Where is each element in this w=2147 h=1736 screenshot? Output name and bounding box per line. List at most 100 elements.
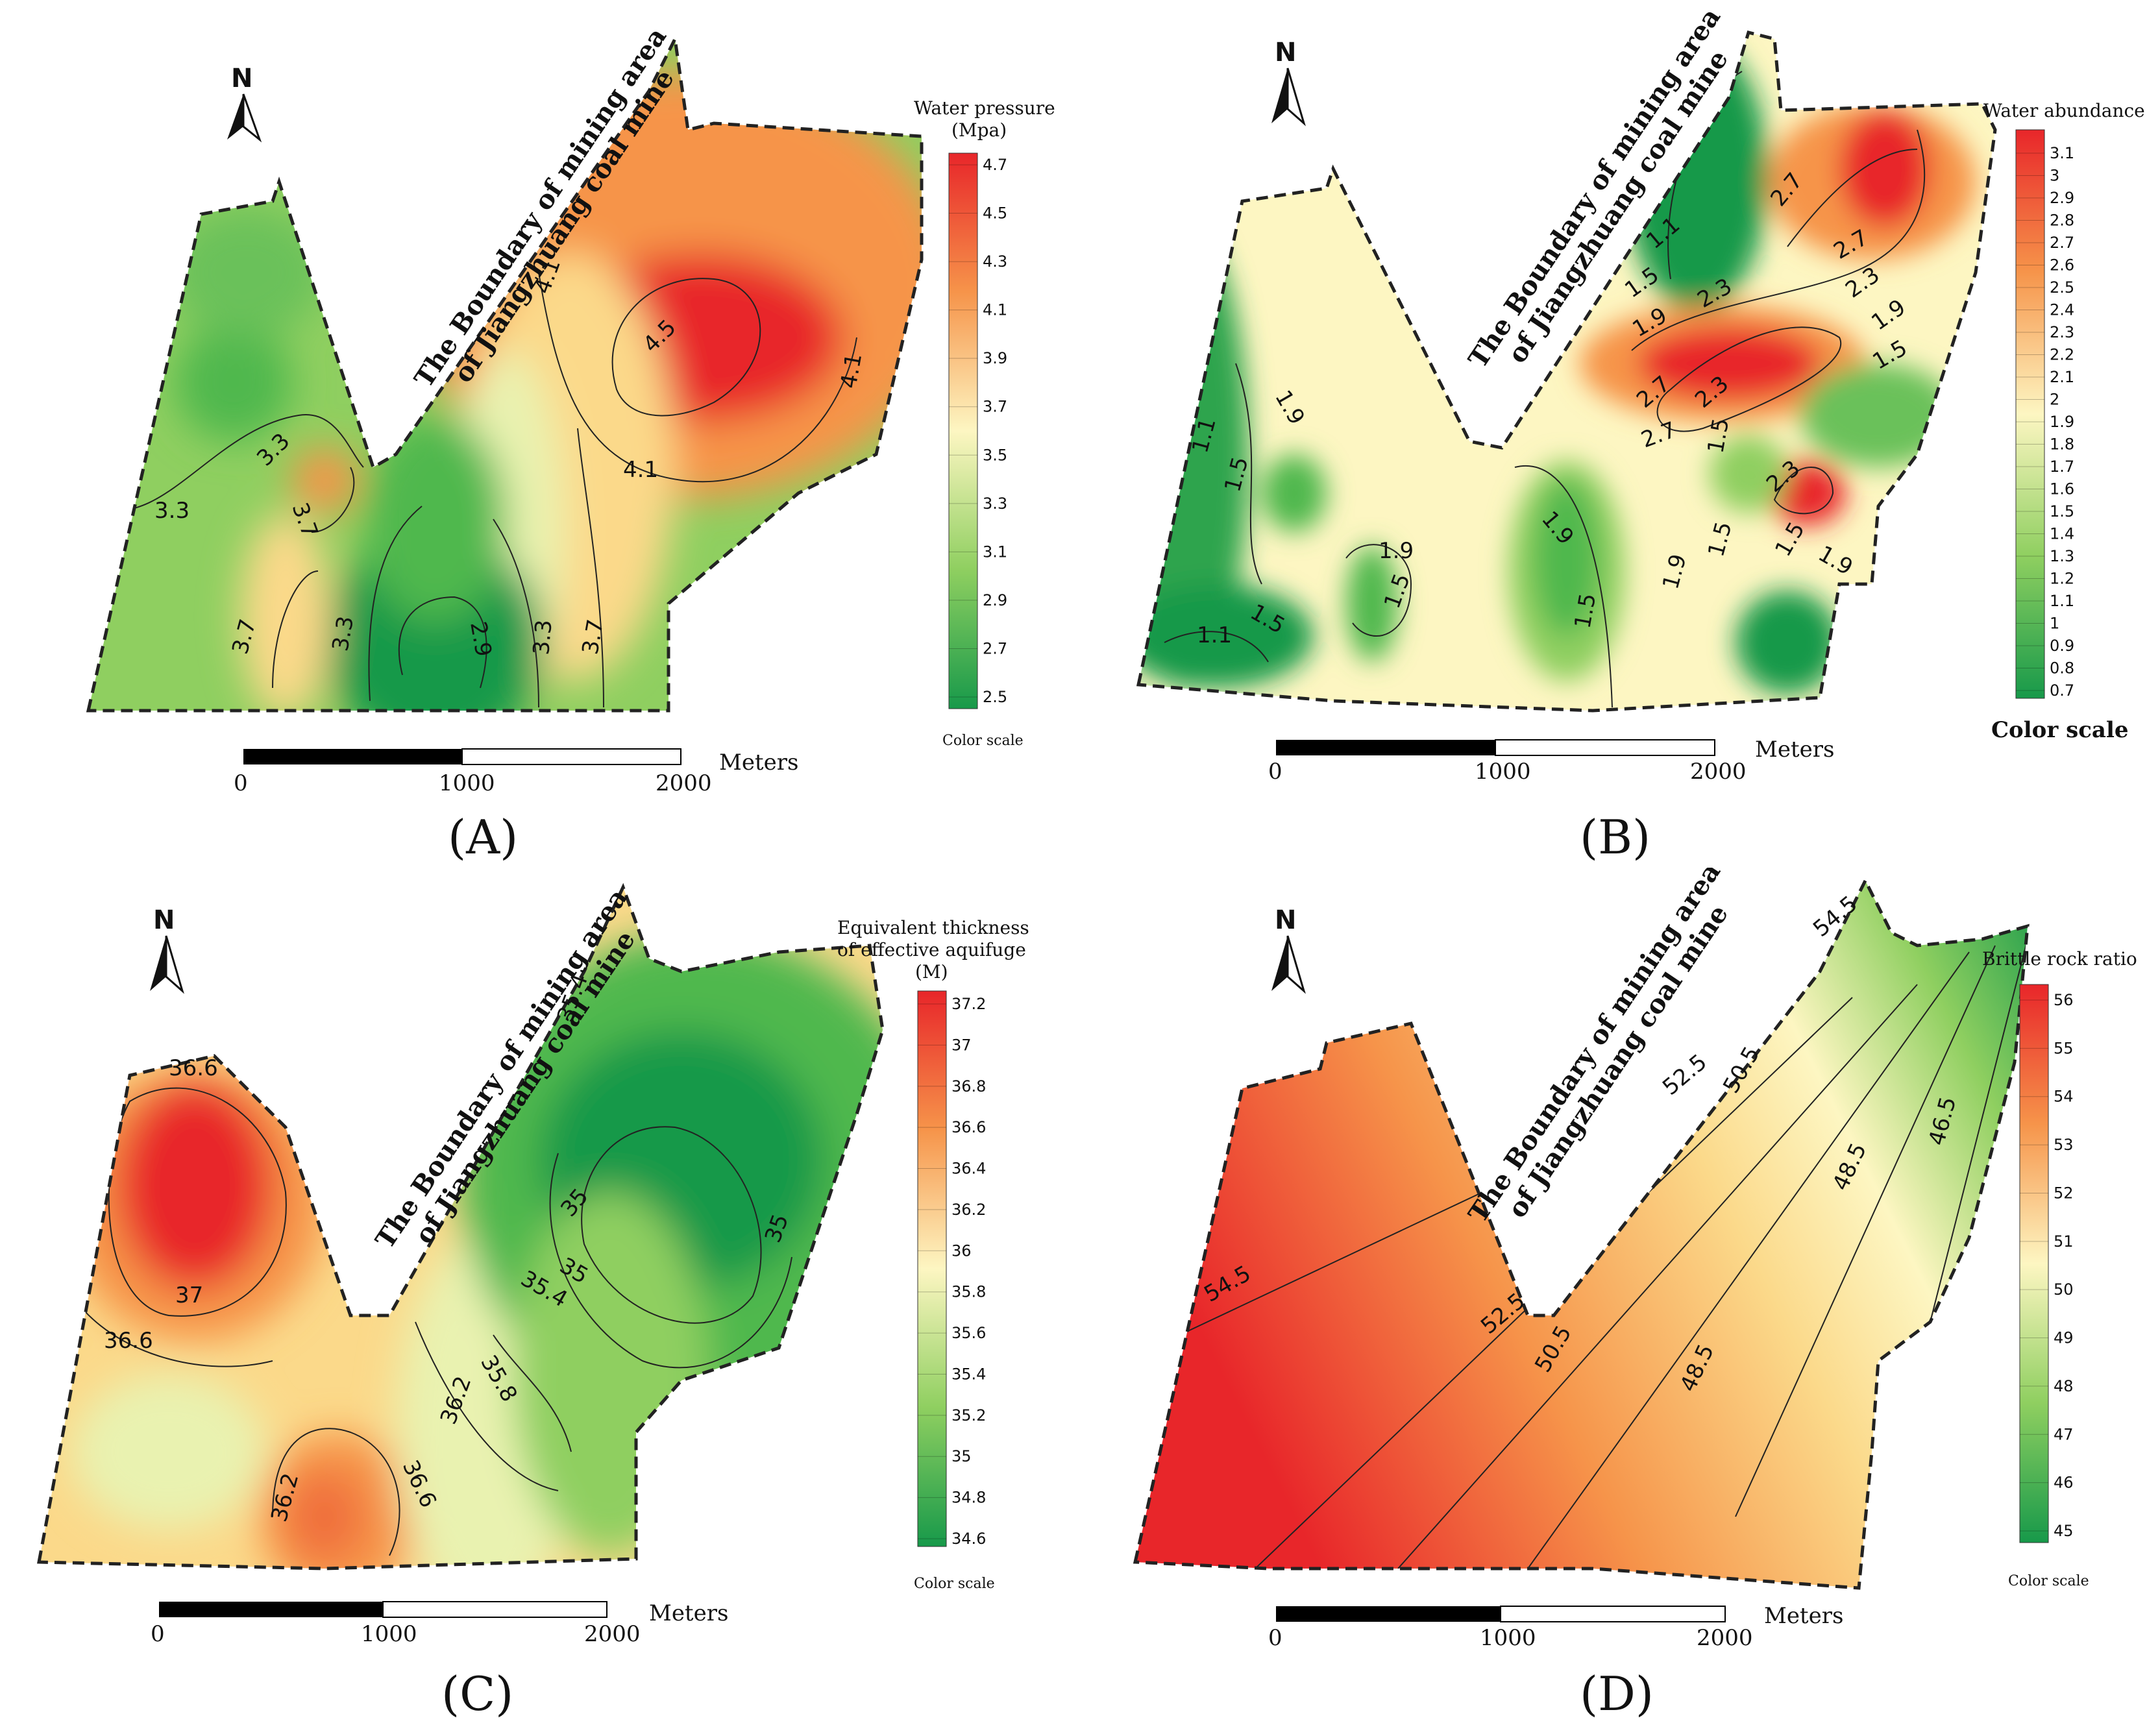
legend-d: Brittle rock ratio 56 55 54 53 52 51 50 49 48 47 4… — [1982, 948, 2137, 1589]
legend-tick-label: 56 — [2054, 991, 2074, 1009]
legend-tick-label: 2.2 — [2050, 346, 2074, 364]
legend-tick-label: 52 — [2054, 1184, 2074, 1202]
svg-text:Meters: Meters — [1755, 737, 1834, 763]
legend-tick-label: 3.7 — [983, 398, 1007, 416]
north-arrow-icon: N — [227, 64, 262, 143]
legend-tick-label: 0.8 — [2050, 659, 2074, 678]
mine-boundary-b — [1136, 30, 1997, 713]
svg-text:2000: 2000 — [656, 770, 712, 796]
panel-b: 1.1 1.5 1.5 1.1 1.9 1.9 1.5 1.9 1.5 1.5 … — [1074, 0, 2147, 868]
legend-tick-label: 45 — [2054, 1522, 2074, 1540]
legend-tick-label: 3 — [2050, 167, 2059, 185]
svg-text:N: N — [153, 905, 175, 935]
contour-label: 4.1 — [835, 351, 867, 390]
svg-text:Brittle rock ratio: Brittle rock ratio — [1982, 948, 2137, 970]
map-d-surface — [1135, 881, 2028, 1588]
legend-tick-label: 2.9 — [983, 591, 1007, 609]
contour-label: 1.5 — [1702, 416, 1734, 455]
mine-boundary-d — [1133, 877, 2030, 1590]
legend-tick-label: 2.7 — [983, 639, 1007, 657]
svg-text:1000: 1000 — [439, 770, 495, 796]
legend-tick-label: 2.5 — [983, 688, 1007, 706]
svg-text:N: N — [1275, 905, 1296, 935]
legend-tick-label: 36.8 — [951, 1077, 986, 1095]
legend-tick-label: 0.9 — [2050, 637, 2074, 655]
svg-text:Equivalent thickness: Equivalent thickness — [837, 917, 1029, 938]
legend-tick-label: 4.3 — [983, 252, 1007, 271]
legend-a: Water pressure (Mpa) 4.7 4.5 4.3 4.1 3.9 3.7 3… — [914, 97, 1055, 749]
legend-tick-label: 1.8 — [2050, 435, 2074, 454]
svg-text:0: 0 — [1268, 1625, 1282, 1651]
legend-tick-label: 37 — [951, 1036, 972, 1054]
legend-tick-label: 1.1 — [2050, 592, 2074, 610]
legend-tick-label: 3.3 — [983, 495, 1007, 513]
legend-tick-label: 53 — [2054, 1136, 2074, 1154]
contour-label: 36.6 — [104, 1328, 153, 1354]
legend-tick-label: 55 — [2054, 1039, 2074, 1057]
north-arrow-icon: N — [150, 905, 184, 994]
legend-tick-label: 35.8 — [951, 1283, 986, 1301]
legend-b: Water abundance 3.1 3 2.9 2.8 2.7 2.6 2.5 2.4 2.… — [1983, 100, 2145, 743]
panel-a: 3.3 3.3 3.7 3.7 3.3 2.9 3.3 3.7 4.1 4.5 … — [0, 0, 1074, 868]
contour-label: 4.1 — [623, 457, 658, 483]
svg-text:of effective aquifuge: of effective aquifuge — [837, 939, 1026, 960]
legend-tick-label: 36.6 — [951, 1118, 986, 1136]
scale-bar-c: 0 1000 2000 Meters — [151, 1600, 728, 1647]
svg-text:2000: 2000 — [584, 1621, 641, 1647]
legend-tick-label: 1.3 — [2050, 547, 2074, 565]
legend-tick-label: 4.5 — [983, 204, 1007, 223]
contour-label: 3.7 — [577, 617, 609, 656]
svg-text:1000: 1000 — [361, 1621, 417, 1647]
legend-tick-label: 2.8 — [2050, 212, 2074, 230]
svg-text:Meters: Meters — [719, 750, 798, 776]
legend-tick-label: 48 — [2054, 1377, 2074, 1395]
svg-text:Color scale: Color scale — [1991, 717, 2129, 743]
svg-text:N: N — [231, 64, 252, 93]
legend-tick-label: 3.1 — [2050, 144, 2074, 162]
svg-text:1000: 1000 — [1480, 1625, 1536, 1651]
legend-tick-label: 4.1 — [983, 301, 1007, 319]
svg-text:0: 0 — [151, 1621, 165, 1647]
svg-text:Meters: Meters — [1764, 1603, 1843, 1629]
legend-tick-label: 1.2 — [2050, 570, 2074, 588]
legend-tick-label: 54 — [2054, 1088, 2074, 1106]
legend-tick-label: 2.4 — [2050, 301, 2074, 319]
legend-tick-label: 2.7 — [2050, 234, 2074, 252]
mine-boundary-a — [86, 33, 924, 713]
legend-tick-label: 1.9 — [2050, 413, 2074, 431]
legend-tick-label: 34.8 — [951, 1489, 986, 1507]
legend-tick-label: 1.4 — [2050, 525, 2074, 543]
legend-tick-label: 36.4 — [951, 1160, 986, 1178]
legend-tick-label: 2.3 — [2050, 323, 2074, 341]
svg-text:(M): (M) — [915, 961, 948, 983]
contour-label: 52.5 — [1658, 1049, 1712, 1101]
legend-tick-label: 35.2 — [951, 1406, 986, 1424]
legend-tick-label: 1 — [2050, 615, 2059, 633]
svg-text:Water abundance: Water abundance — [1983, 100, 2145, 121]
legend-tick-label: 35 — [951, 1447, 972, 1465]
svg-text:Meters: Meters — [649, 1600, 728, 1626]
svg-text:N: N — [1275, 38, 1296, 67]
north-arrow-icon: N — [1271, 38, 1306, 127]
panel-d: 54.5 54.5 52.5 52.5 50.5 50.5 48.5 48.5 … — [1074, 868, 2147, 1735]
north-arrow-icon: N — [1271, 905, 1306, 994]
legend-tick-label: 3.9 — [983, 349, 1007, 367]
svg-text:Color scale: Color scale — [914, 1576, 995, 1592]
svg-text:(Mpa): (Mpa) — [951, 119, 1007, 141]
legend-tick-label: 34.6 — [951, 1530, 986, 1548]
legend-tick-label: 2.5 — [2050, 278, 2074, 297]
legend-tick-label: 50 — [2054, 1280, 2074, 1299]
legend-tick-label: 36.2 — [951, 1201, 986, 1219]
panel-label-d: (D) — [1580, 1667, 1654, 1721]
legend-tick-label: 35.4 — [951, 1365, 986, 1383]
svg-text:2000: 2000 — [1697, 1625, 1753, 1651]
legend-tick-label: 49 — [2054, 1329, 2074, 1347]
legend-tick-label: 37.2 — [951, 995, 986, 1013]
legend-tick-label: 1.5 — [2050, 502, 2074, 520]
svg-text:0: 0 — [234, 770, 248, 796]
map-a-surface — [88, 39, 922, 711]
legend-tick-label: 51 — [2054, 1232, 2074, 1251]
contours-c — [64, 1087, 792, 1556]
legend-tick-label: 36 — [951, 1241, 972, 1260]
svg-text:Water pressure: Water pressure — [914, 97, 1055, 119]
